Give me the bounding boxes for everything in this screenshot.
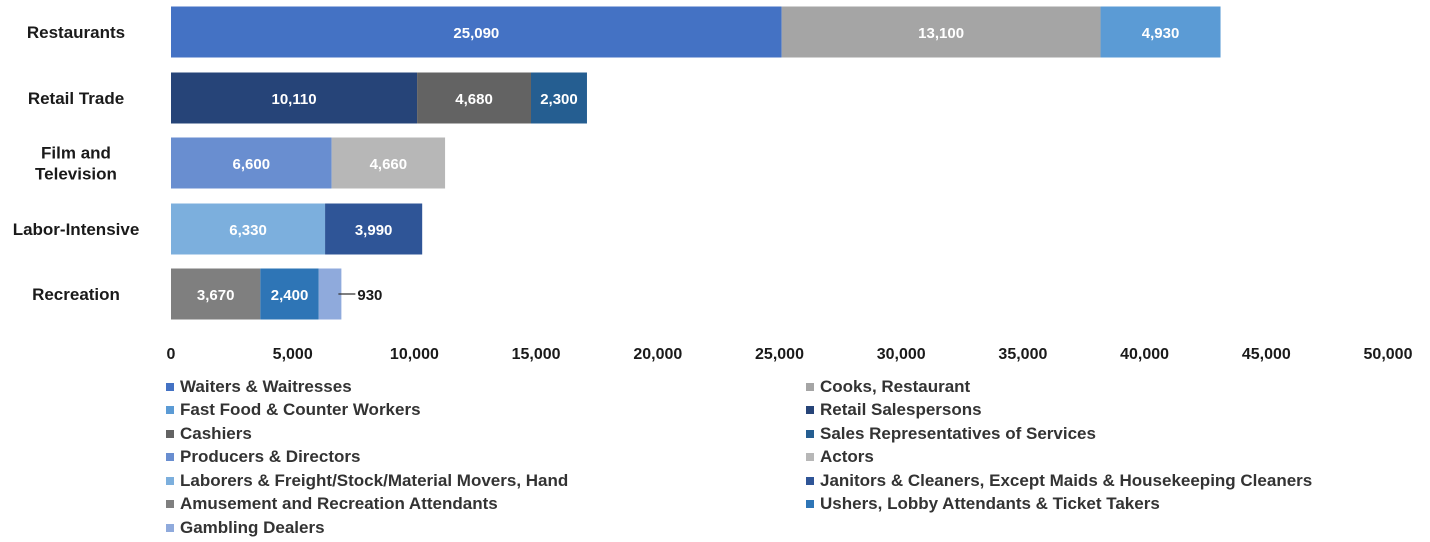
category-label: Recreation (32, 285, 120, 304)
x-tick-label: 45,000 (1242, 346, 1291, 363)
bar-segment (417, 72, 531, 124)
legend-swatch (166, 476, 174, 485)
data-label: 10,110 (272, 91, 317, 108)
legend-swatch (166, 523, 174, 532)
legend-swatch (806, 406, 814, 415)
legend-label: Cashiers (180, 423, 252, 443)
legend-swatch (166, 453, 174, 462)
legend-swatch (806, 500, 814, 509)
legend-label: Amusement and Recreation Attendants (180, 494, 498, 514)
legend-swatch (806, 429, 814, 438)
legend-label: Ushers, Lobby Attendants & Ticket Takers (820, 494, 1160, 514)
legend-label: Fast Food & Counter Workers (180, 400, 421, 420)
legend-swatch (166, 382, 174, 391)
category-label: Restaurants (27, 23, 125, 42)
data-label: 3,670 (197, 287, 235, 304)
legend-item: Amusement and Recreation Attendants (166, 493, 806, 517)
legend-label: Retail Salespersons (820, 400, 982, 420)
data-label: 6,330 (229, 222, 267, 239)
legend-item: Retail Salespersons (806, 399, 1406, 423)
data-label: 2,300 (540, 91, 578, 108)
legend-label: Waiters & Waitresses (180, 376, 352, 396)
bar-segment (260, 268, 319, 320)
data-label: 13,100 (918, 25, 964, 42)
legend-item: Waiters & Waitresses (166, 375, 806, 399)
legend-label: Janitors & Cleaners, Except Maids & Hous… (820, 470, 1313, 490)
legend-swatch (166, 500, 174, 509)
x-tick-label: 35,000 (998, 346, 1047, 363)
x-tick-label: 0 (167, 346, 176, 363)
bar-segment (1100, 6, 1221, 58)
legend-item: Cooks, Restaurant (806, 375, 1406, 399)
legend-label: Cooks, Restaurant (820, 376, 971, 396)
category-label: Film and (41, 144, 111, 163)
legend-item: Gambling Dealers (166, 516, 806, 540)
bar-segment (171, 137, 332, 189)
category-label: Retail Trade (28, 89, 124, 108)
legend-item: Fast Food & Counter Workers (166, 399, 806, 423)
legend-item: Actors (806, 446, 1406, 470)
legend-swatch (166, 429, 174, 438)
legend-item: Laborers & Freight/Stock/Material Movers… (166, 469, 806, 493)
legend-label: Producers & Directors (180, 447, 361, 467)
legend-item: Janitors & Cleaners, Except Maids & Hous… (806, 469, 1406, 493)
data-label: 4,660 (370, 156, 408, 173)
x-tick-label: 40,000 (1120, 346, 1169, 363)
x-tick-label: 10,000 (390, 346, 439, 363)
data-label: 3,990 (355, 222, 393, 239)
legend-item: Producers & Directors (166, 446, 806, 470)
data-label: 4,930 (1142, 25, 1180, 42)
legend-item: Sales Representatives of Services (806, 422, 1406, 446)
category-label: Television (35, 165, 117, 184)
legend-label: Actors (820, 447, 874, 467)
chart-legend: Waiters & Waitresses Cooks, Restaurant Fas… (166, 375, 1406, 540)
legend-swatch (806, 476, 814, 485)
data-label: 2,400 (271, 287, 309, 304)
bar-segment (318, 268, 342, 320)
bar-segment (781, 6, 1101, 58)
data-label: 25,090 (453, 25, 499, 42)
legend-swatch (166, 406, 174, 415)
legend-item: Cashiers (166, 422, 806, 446)
bar-segment (331, 137, 446, 189)
legend-swatch (806, 382, 814, 391)
bar-segment (325, 203, 423, 255)
x-tick-label: 30,000 (877, 346, 926, 363)
data-label: 4,680 (455, 91, 493, 108)
x-tick-label: 15,000 (512, 346, 561, 363)
stacked-bar-chart: Restaurants Retail Trade Film and Televisio… (13, 6, 1413, 363)
legend-label: Sales Representatives of Services (820, 423, 1096, 443)
x-tick-label: 25,000 (755, 346, 804, 363)
x-tick-label: 5,000 (273, 346, 313, 363)
bar-segment (171, 72, 418, 124)
legend-label: Gambling Dealers (180, 517, 325, 537)
legend-item: Ushers, Lobby Attendants & Ticket Takers (806, 493, 1406, 517)
legend-label: Laborers & Freight/Stock/Material Movers… (180, 470, 569, 490)
data-label: 6,600 (233, 156, 271, 173)
bar-segment (171, 203, 326, 255)
x-tick-label: 20,000 (633, 346, 682, 363)
legend-swatch (806, 453, 814, 462)
x-tick-label: 50,000 (1364, 346, 1413, 363)
bar-segment (171, 6, 782, 58)
category-label: Labor-Intensive (13, 220, 140, 239)
data-label: 930 (357, 287, 382, 304)
bar-segment (530, 72, 587, 124)
bar-segment (171, 268, 261, 320)
